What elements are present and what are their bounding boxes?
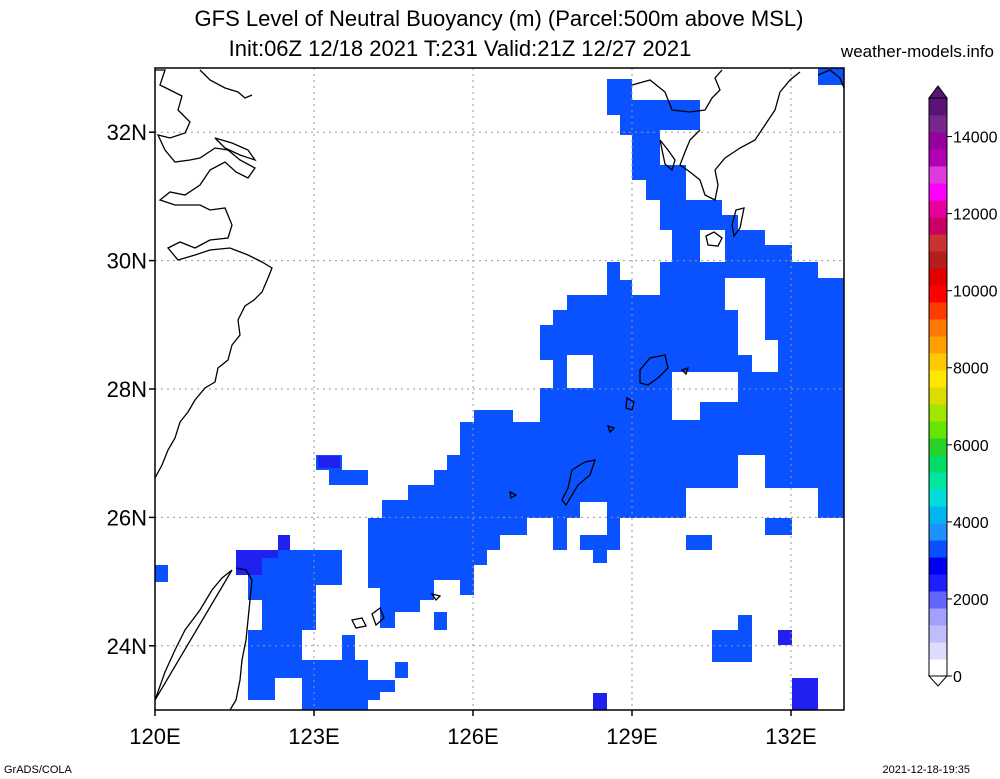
ryukyu-okinawa [561, 459, 596, 507]
colorbar-segment [929, 540, 947, 558]
colorbar: 0 2000 4000 6000 8000 10000 12000 14000 [927, 85, 998, 687]
colorbar-label: 12000 [953, 207, 998, 224]
colorbar-segment [929, 353, 947, 371]
colorbar-segment [929, 387, 947, 405]
colorbar-segment [929, 659, 947, 677]
colorbar-segment [929, 98, 947, 116]
colorbar-segment [929, 302, 947, 320]
island-tokara [625, 396, 635, 411]
colorbar-segment [929, 285, 947, 303]
buoyancy-cell-e [686, 535, 712, 550]
colorbar-segment [929, 438, 947, 456]
footer-right-timestamp: 2021-12-18-19:35 [882, 764, 970, 776]
coastlines [155, 69, 844, 710]
colorbar-segment [929, 625, 947, 643]
colorbar-segment [929, 319, 947, 337]
kyushu-coast [631, 69, 801, 201]
lon-tick-label: 120E [129, 724, 180, 749]
colorbar-segment [929, 234, 947, 252]
colorbar-segment [929, 115, 947, 133]
buoyancy-region-southwest [236, 550, 408, 710]
lon-tick-label: 129E [606, 724, 657, 749]
lat-tick-label: 24N [107, 634, 147, 659]
island-ishigaki [430, 592, 442, 602]
title-line-1: GFS Level of Neutral Buoyancy (m) (Parce… [194, 6, 804, 31]
colorbar-segment [929, 132, 947, 150]
footer-left-label: GrADS/COLA [4, 764, 72, 776]
colorbar-segment [929, 506, 947, 524]
china-coast-detail-1 [199, 69, 253, 99]
colorbar-label: 2000 [953, 592, 989, 609]
colorbar-label: 8000 [953, 361, 989, 378]
colorbar-label: 14000 [953, 130, 998, 147]
lon-tick-label: 132E [765, 724, 816, 749]
source-label: weather-models.info [840, 42, 994, 61]
dark-cell-4 [593, 693, 607, 710]
shikoku-tip [817, 69, 844, 89]
colorbar-segment [929, 642, 947, 660]
colorbar-segment [929, 523, 947, 541]
clear-patch-3 [725, 278, 778, 372]
dark-cell-5 [318, 456, 340, 468]
colorbar-segment [929, 608, 947, 626]
colorbar-segment [929, 591, 947, 609]
dark-cell-2 [792, 678, 818, 710]
taiwan-coast [155, 567, 253, 710]
buoyancy-cell-c [434, 612, 447, 630]
axis-ticks: 120E 123E 126E 129E 132E 24N 26N 28N 30N 32N [107, 120, 817, 749]
colorbar-segment [929, 336, 947, 354]
colorbar-min-arrow [927, 675, 949, 687]
lat-tick-label: 28N [107, 377, 147, 402]
colorbar-segment [929, 149, 947, 167]
colorbar-segment [929, 200, 947, 218]
colorbar-segment [929, 370, 947, 388]
colorbar-segment [929, 183, 947, 201]
china-coast [155, 69, 273, 479]
tanegashima [731, 207, 745, 238]
colorbar-segment [929, 574, 947, 592]
colorbar-segment [929, 268, 947, 286]
island-small-2 [509, 490, 518, 500]
graticule [155, 68, 844, 710]
miyako-islands [351, 606, 385, 629]
lat-tick-label: 32N [107, 120, 147, 145]
island-east [680, 366, 690, 376]
colorbar-segment [929, 557, 947, 575]
yakushima [705, 231, 723, 247]
colorbar-label: 10000 [953, 284, 998, 301]
lon-tick-label: 123E [288, 724, 339, 749]
lon-tick-label: 126E [447, 724, 498, 749]
colorbar-label: 4000 [953, 515, 989, 532]
buoyancy-cell-b [155, 565, 168, 582]
colorbar-segment [929, 421, 947, 439]
colorbar-segment [929, 166, 947, 184]
colorbar-frame [928, 97, 948, 677]
buoyancy-cell-f [765, 518, 792, 535]
clear-patch-5 [580, 502, 607, 535]
buoyancy-cell-d [712, 615, 752, 662]
amami-island [639, 354, 669, 386]
clear-patch-2 [672, 372, 738, 420]
colorbar-segment [929, 489, 947, 507]
colorbar-segment [929, 455, 947, 473]
colorbar-segment [929, 217, 947, 235]
buoyancy-region-main [368, 79, 844, 628]
colorbar-segment [929, 404, 947, 422]
dark-cell-3 [778, 630, 792, 645]
clear-patch-1 [567, 355, 593, 388]
colorbar-segment [929, 472, 947, 490]
colorbar-segment [929, 251, 947, 269]
colorbar-label: 0 [953, 669, 962, 686]
china-coast-detail-2 [214, 137, 257, 162]
lat-tick-label: 26N [107, 505, 147, 530]
dark-cell-1 [236, 535, 290, 575]
island-small-1 [606, 424, 616, 434]
colorbar-label: 6000 [953, 438, 989, 455]
colorbar-max-arrow [928, 85, 948, 99]
lat-tick-label: 30N [107, 249, 147, 274]
title-line-2: Init:06Z 12/18 2021 T:231 Valid:21Z 12/2… [228, 36, 692, 61]
